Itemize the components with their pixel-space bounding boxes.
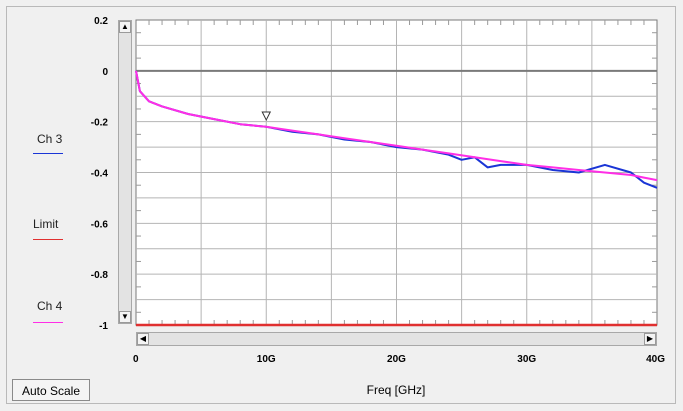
y-tick-label: -0.4 [91,169,109,180]
legend-swatch-ch4 [33,322,63,323]
y-tick-label: -0.2 [91,118,109,129]
x-tick-label: 40G [646,354,665,365]
x-tick-label: 0 [133,354,139,365]
legend-swatch-limit [33,239,63,240]
x-tick-label: 10G [257,354,276,365]
auto-scale-button[interactable]: Auto Scale [12,379,90,401]
series-line-ch4 [135,70,658,182]
legend-swatch-ch3 [33,153,63,154]
y-tick-label: -0.6 [91,219,109,230]
y-tick-label: 0 [102,67,108,78]
scroll-up-arrow-icon[interactable]: ▲ [119,21,131,33]
x-axis-label: Freq [GHz] [366,383,426,397]
legend-label-ch4: Ch 4 [37,299,63,313]
legend-label-ch3: Ch 3 [37,132,63,146]
vertical-scrollbar[interactable]: ▲ ▼ [118,20,132,324]
y-tick-label: -0.8 [91,270,109,281]
marker-triangle-icon [261,111,272,122]
legend-label-limit: Limit [33,217,59,231]
y-tick-label: 0.2 [94,16,108,27]
horizontal-scrollbar[interactable]: ◀ ▶ [136,332,657,346]
scroll-right-arrow-icon[interactable]: ▶ [644,333,656,345]
x-tick-label: 20G [387,354,406,365]
scroll-down-arrow-icon[interactable]: ▼ [119,311,131,323]
y-tick-label: -1 [99,321,108,332]
x-tick-label: 30G [517,354,536,365]
scroll-left-arrow-icon[interactable]: ◀ [137,333,149,345]
